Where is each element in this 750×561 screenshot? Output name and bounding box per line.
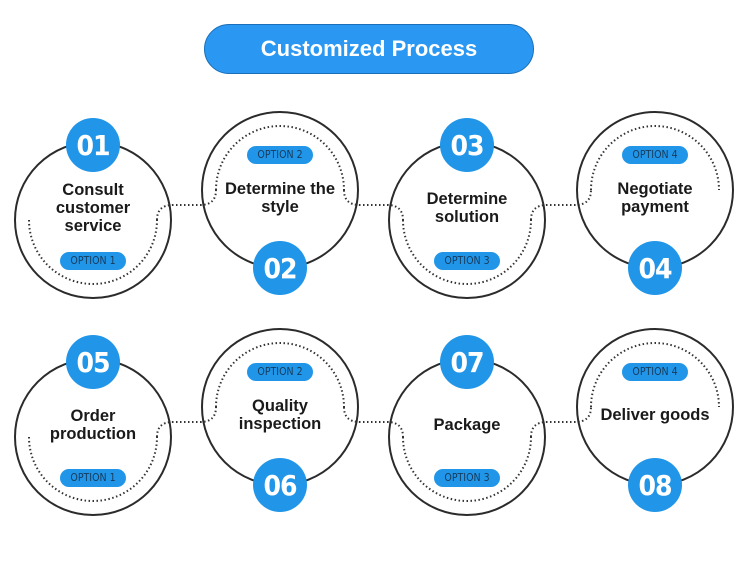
dotted-connector (156, 189, 217, 221)
step-number-badge: 07 (440, 335, 494, 389)
step-number-badge: 04 (628, 241, 682, 295)
step-number-badge: 03 (440, 118, 494, 172)
dotted-arc (28, 436, 158, 502)
step-label: Negotiate payment (617, 180, 693, 216)
dotted-connector (156, 406, 217, 438)
dotted-arc (590, 342, 720, 408)
step-label: Consult customer service (55, 181, 131, 235)
step-label: Deliver goods (600, 406, 710, 424)
step-label: Order production (49, 407, 137, 443)
dotted-arc (28, 219, 158, 285)
step-number-badge: 01 (66, 118, 120, 172)
option-badge: OPTION 3 (434, 469, 500, 487)
dotted-connector (343, 189, 404, 221)
dotted-arc (402, 436, 532, 502)
page-title: Customized Process (204, 24, 534, 74)
dotted-connector (343, 406, 404, 438)
option-badge: OPTION 1 (60, 252, 126, 270)
dotted-arc (215, 125, 345, 191)
dotted-arc (590, 125, 720, 191)
option-badge: OPTION 2 (247, 363, 313, 381)
option-badge: OPTION 4 (622, 146, 688, 164)
option-badge: OPTION 1 (60, 469, 126, 487)
option-badge: OPTION 3 (434, 252, 500, 270)
step-label: Quality inspection (238, 397, 322, 433)
step-number-badge: 02 (253, 241, 307, 295)
option-badge: OPTION 2 (247, 146, 313, 164)
step-label: Determine solution (426, 190, 508, 226)
option-badge: OPTION 4 (622, 363, 688, 381)
step-label: Package (433, 416, 501, 434)
dotted-connector (530, 189, 592, 221)
dotted-arc (402, 219, 532, 285)
dotted-arc (215, 342, 345, 408)
step-number-badge: 06 (253, 458, 307, 512)
step-number-badge: 05 (66, 335, 120, 389)
step-number-badge: 08 (628, 458, 682, 512)
dotted-connector (530, 406, 592, 438)
step-label: Determine the style (224, 180, 336, 216)
